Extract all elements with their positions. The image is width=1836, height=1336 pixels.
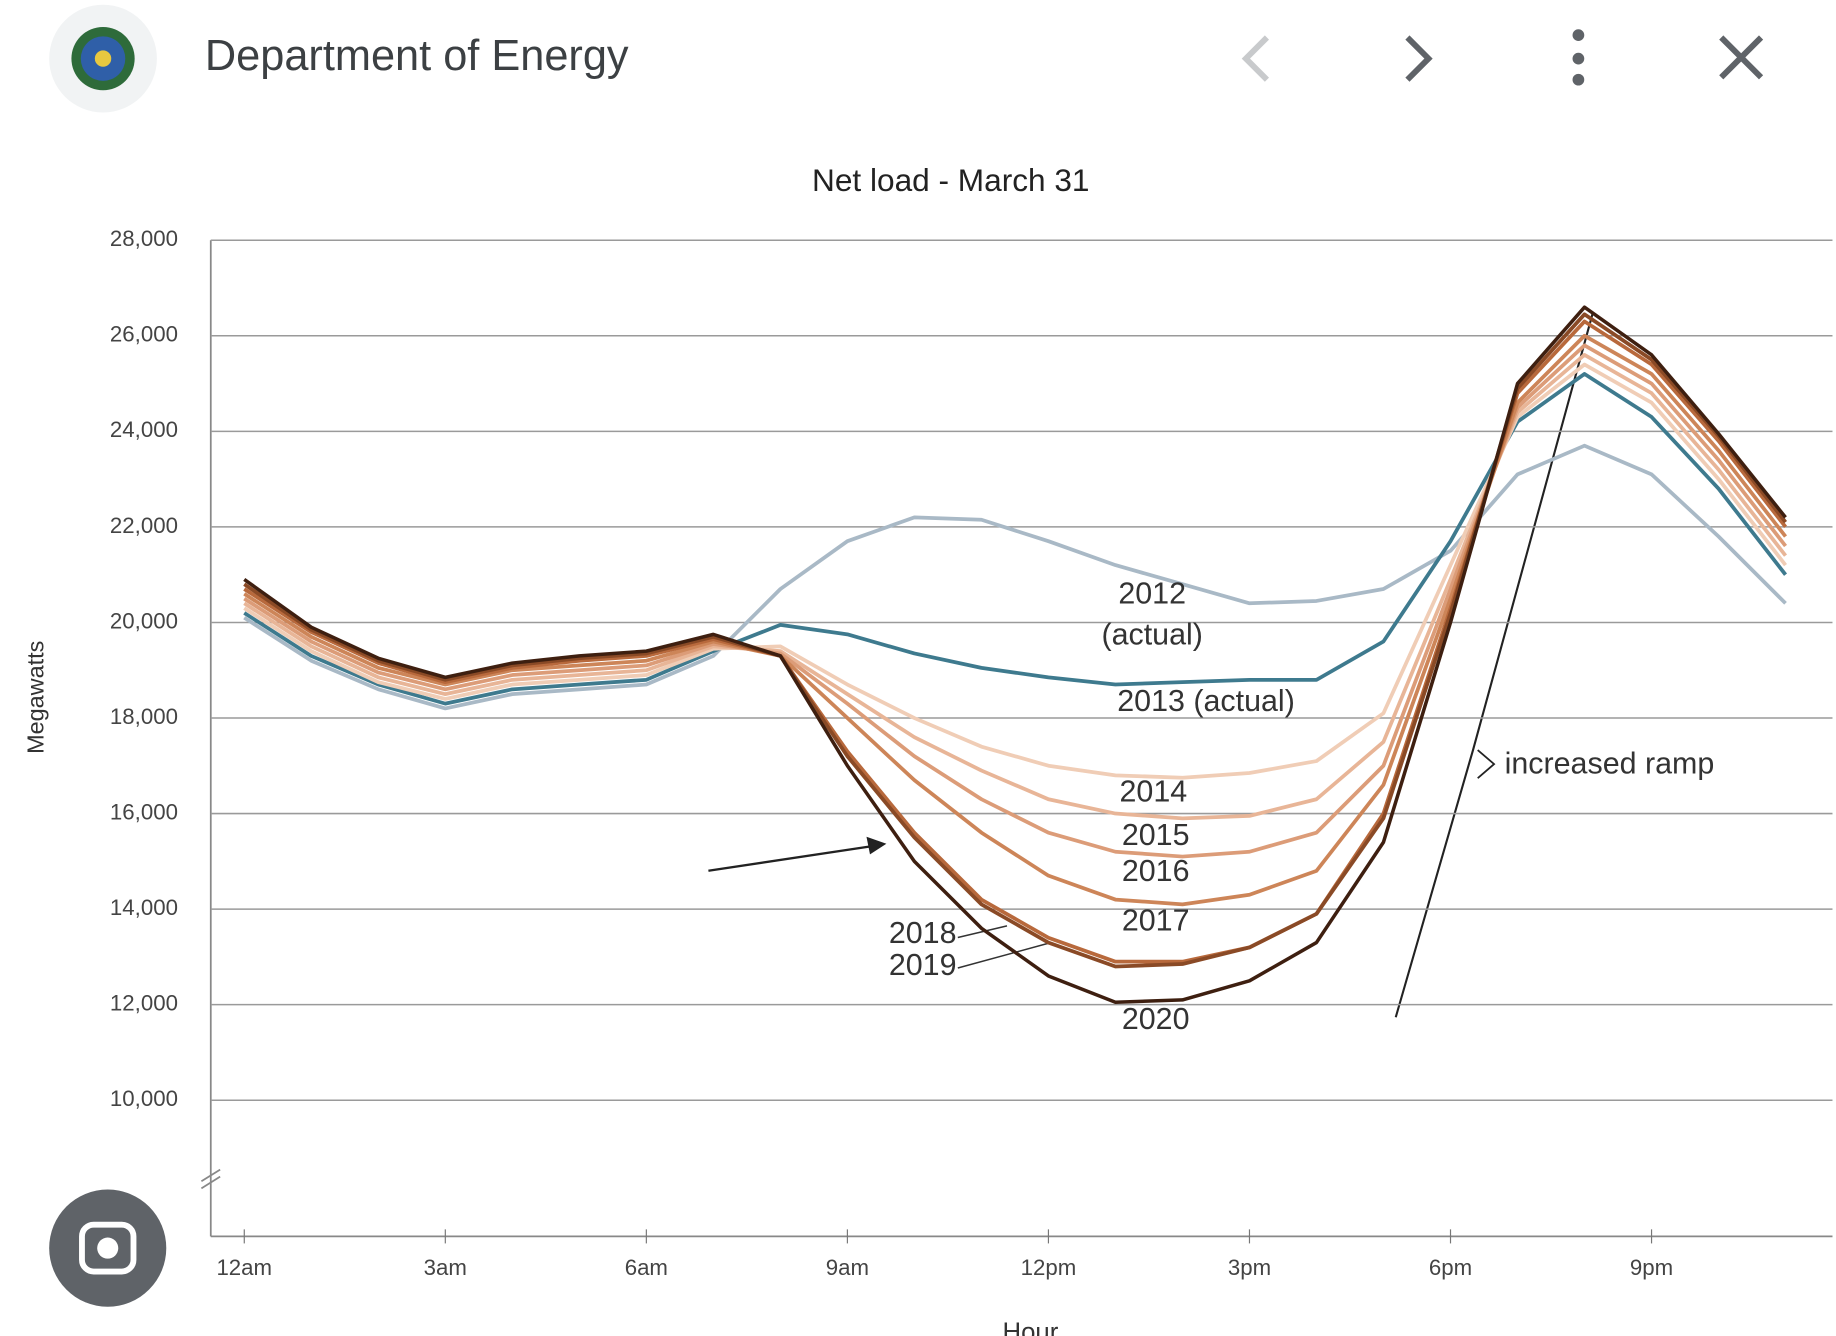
chart: Net load - March 31 Megawatts Hour 10,00… xyxy=(23,162,1833,1336)
prev-button[interactable] xyxy=(1241,35,1270,82)
series-line xyxy=(243,372,1788,706)
top-bar: Department of Energy xyxy=(49,4,1764,113)
series-line xyxy=(243,333,1788,907)
y-tick-label: 28,000 xyxy=(110,226,178,251)
series-line xyxy=(243,343,1788,859)
x-tick-label: 12pm xyxy=(1021,1255,1077,1280)
y-axis-label: Megawatts xyxy=(23,641,49,754)
x-axis-label: Hour xyxy=(1002,1318,1058,1336)
y-tick-label: 12,000 xyxy=(110,991,178,1016)
more-button[interactable] xyxy=(1572,29,1585,86)
y-tick-label: 24,000 xyxy=(110,417,178,442)
y-tick-label: 22,000 xyxy=(110,513,178,538)
ramp-bracket xyxy=(1477,749,1496,779)
annotation: 2016 xyxy=(1122,854,1190,888)
annotation: 2017 xyxy=(1122,903,1190,937)
leader-line xyxy=(957,925,1049,969)
series-line xyxy=(243,362,1788,780)
annotation: 2015 xyxy=(1122,818,1190,852)
close-button[interactable] xyxy=(1719,35,1764,80)
y-tick-label: 20,000 xyxy=(110,608,178,633)
annotation: 2018 xyxy=(889,916,957,950)
x-tick-label: 9am xyxy=(826,1255,869,1280)
annotation: 2012 xyxy=(1118,576,1186,610)
chart-title: Net load - March 31 xyxy=(812,162,1089,198)
annotation: (actual) xyxy=(1101,617,1202,651)
series-line xyxy=(243,352,1788,821)
lens-button[interactable] xyxy=(49,1189,167,1307)
y-tick-label: 18,000 xyxy=(110,704,178,729)
annotation: 2020 xyxy=(1122,1002,1190,1036)
annotation: 2014 xyxy=(1120,774,1188,808)
x-tick-label: 12am xyxy=(216,1255,272,1280)
x-tick-label: 3pm xyxy=(1228,1255,1271,1280)
arrow xyxy=(708,844,873,872)
y-tick-label: 16,000 xyxy=(110,799,178,824)
series-line xyxy=(243,312,1788,969)
arrowhead xyxy=(866,836,887,855)
y-tick-label: 14,000 xyxy=(110,895,178,920)
annotation: 2013 (actual) xyxy=(1117,684,1295,718)
series-line xyxy=(243,305,1787,1004)
axis-break xyxy=(200,1168,221,1190)
x-tick-label: 6pm xyxy=(1429,1255,1472,1280)
y-tick-label: 26,000 xyxy=(110,322,178,347)
x-tick-label: 6am xyxy=(625,1255,668,1280)
annotation: 2019 xyxy=(889,948,957,982)
next-button[interactable] xyxy=(1405,35,1433,82)
series-line xyxy=(243,319,1788,964)
series-line xyxy=(243,443,1787,711)
x-tick-label: 3am xyxy=(424,1255,467,1280)
annotation: increased ramp xyxy=(1505,746,1715,780)
site-title: Department of Energy xyxy=(205,32,629,80)
y-tick-label: 10,000 xyxy=(110,1086,178,1111)
x-tick-label: 9pm xyxy=(1630,1255,1673,1280)
